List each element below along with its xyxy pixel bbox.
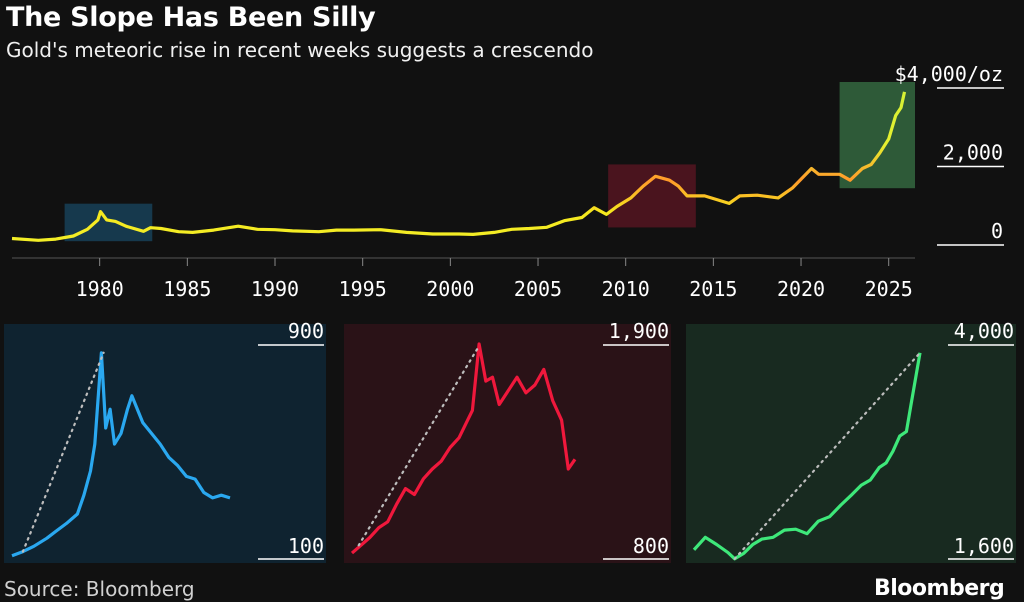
panel-max-label: 1,900 [609, 319, 669, 343]
panel-background [344, 324, 671, 563]
source-note: Source: Bloomberg [4, 577, 195, 601]
x-tick-label: 2020 [777, 277, 825, 301]
panel-min-label: 1,600 [954, 534, 1014, 558]
x-tick-label: 1990 [251, 277, 299, 301]
panel-price-line [11, 351, 231, 558]
main-gold-chart: $4,000/oz 2,000 0 1980 1985 1990 1995 2000 2005… [11, 62, 1004, 301]
panel-min-label: 800 [633, 534, 669, 558]
panel-1980-spike: 900 100 [4, 319, 326, 563]
trend-dotted-line [357, 344, 481, 547]
gold-price-line [11, 91, 907, 242]
trend-dotted-line [733, 351, 922, 560]
bloomberg-logo: Bloomberg [874, 576, 1005, 601]
x-tick-label: 2000 [426, 277, 474, 301]
panel-max-label: 900 [288, 319, 324, 343]
x-tick-label: 2015 [689, 277, 737, 301]
x-tick-label: 2005 [514, 277, 562, 301]
panel-price-line [350, 342, 577, 555]
x-tick-label: 1995 [339, 277, 387, 301]
y-tick-label: $4,000/oz [895, 62, 1003, 86]
y-tick-label: 0 [991, 219, 1003, 243]
panel-2025-spike: 4,000 1,600 [686, 319, 1016, 563]
y-tick-label: 2,000 [943, 141, 1003, 165]
x-tick-label: 2010 [602, 277, 650, 301]
x-tick-label: 1980 [76, 277, 124, 301]
chart-title: The Slope Has Been Silly [6, 2, 376, 33]
highlight-box-2 [608, 164, 696, 228]
panel-2011-spike: 1,900 800 [344, 319, 671, 563]
panel-background [4, 324, 326, 563]
panel-max-label: 4,000 [954, 319, 1014, 343]
chart-subtitle: Gold's meteoric rise in recent weeks sug… [6, 38, 594, 62]
x-tick-label: 2025 [865, 277, 913, 301]
panel-min-label: 100 [288, 534, 324, 558]
x-tick-label: 1985 [163, 277, 211, 301]
panel-background [686, 324, 1016, 563]
